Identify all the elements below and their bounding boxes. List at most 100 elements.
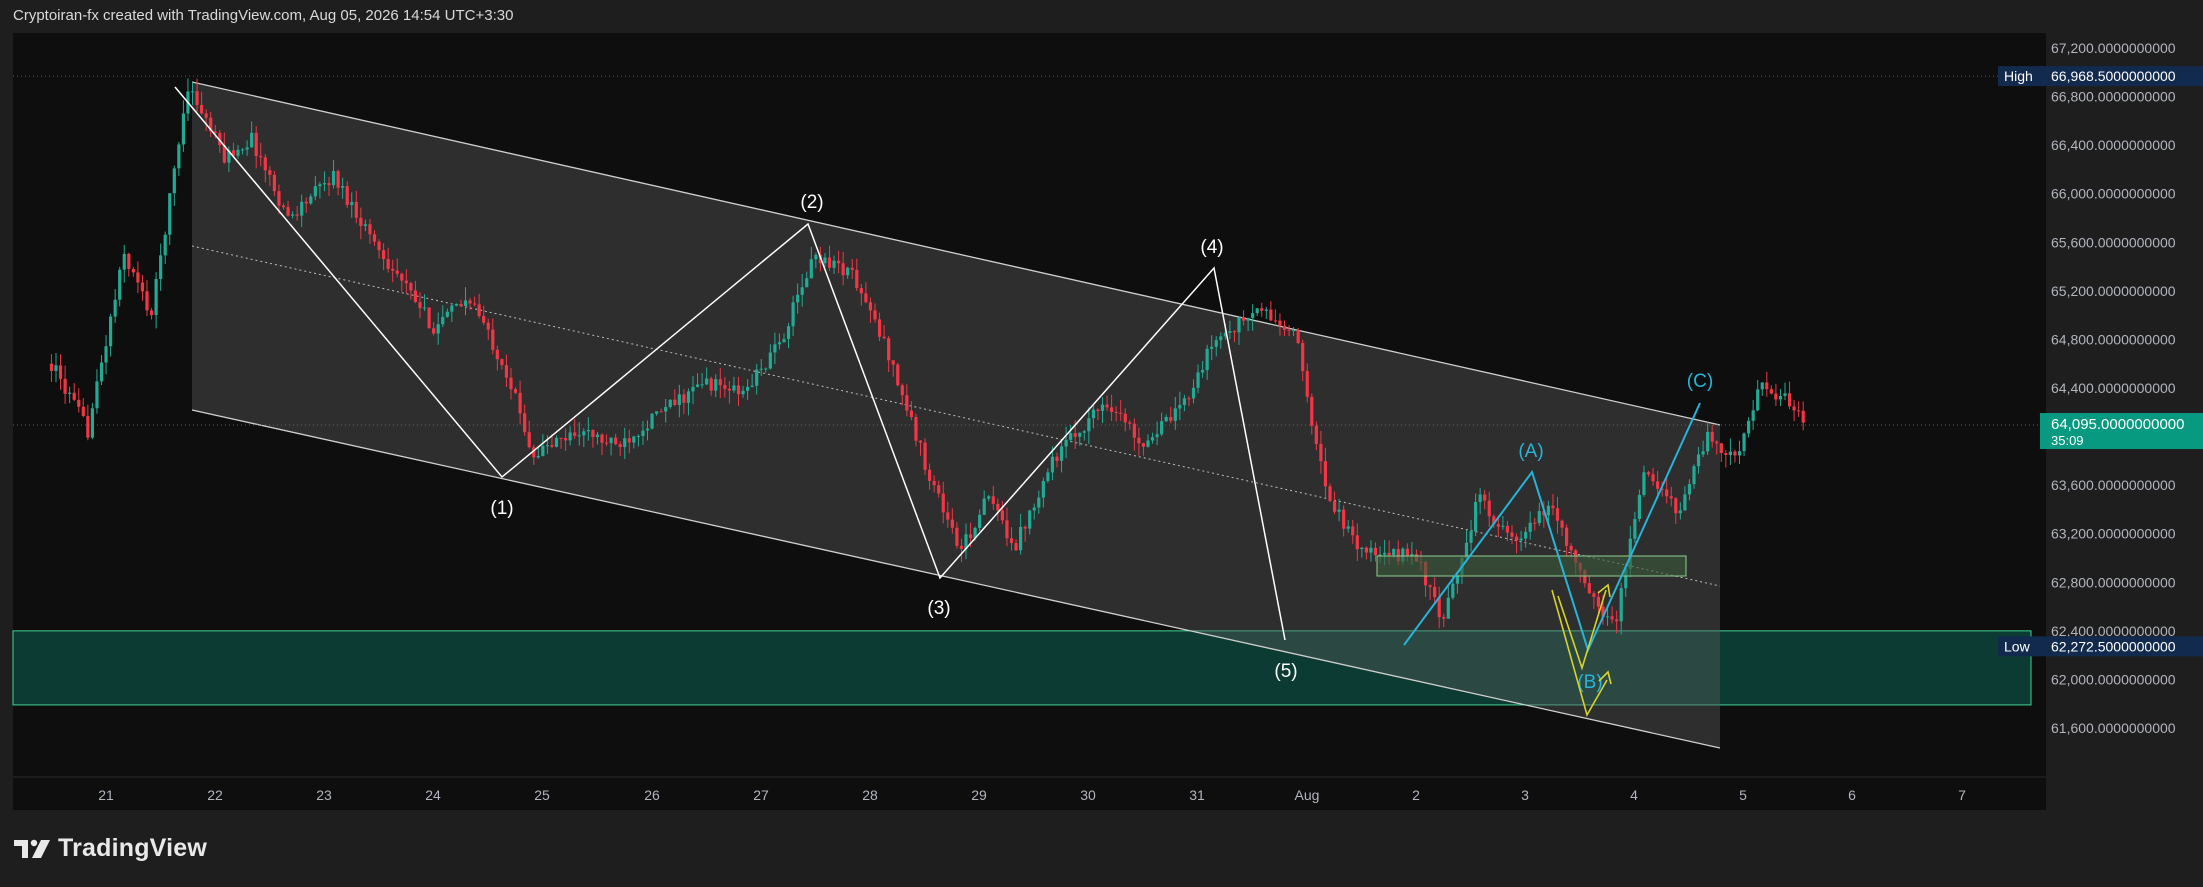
candle-down[interactable] [1269,301,1273,322]
candle-up[interactable] [1164,414,1168,422]
candle-up[interactable] [791,295,795,337]
high-price-badge[interactable]: High 66,968.5000000000 [1998,66,2203,87]
candle-down[interactable] [1123,408,1127,432]
candle-down[interactable] [932,475,936,493]
candle-down[interactable] [887,336,891,372]
candle-down[interactable] [618,441,622,457]
candle-up[interactable] [846,266,850,279]
candle-down[interactable] [1005,507,1009,547]
candle-down[interactable] [709,376,713,396]
candle-down[interactable] [1797,401,1801,418]
candle-up[interactable] [1182,394,1186,412]
candle-down[interactable] [277,184,281,215]
candle-down[interactable] [1510,525,1514,545]
candle-down[interactable] [914,413,918,447]
candle-down[interactable] [1305,363,1309,403]
candle-up[interactable] [554,435,559,448]
candle-up[interactable] [786,322,791,349]
candle-down[interactable] [1565,524,1569,557]
candle-down[interactable] [937,480,941,498]
candle-up[interactable] [109,313,113,357]
candle-down[interactable] [900,383,904,406]
wave-1-label[interactable]: (1) [490,498,513,519]
candle-down[interactable] [354,190,358,224]
candle-down[interactable] [1560,519,1564,536]
candle-up[interactable] [95,369,99,414]
candle-down[interactable] [1774,383,1778,406]
candle-up[interactable] [1251,304,1255,331]
candle-up[interactable] [582,428,586,448]
candle-up[interactable] [1078,432,1082,446]
candle-down[interactable] [49,354,54,382]
candle-down[interactable] [272,171,276,196]
candle-up[interactable] [705,367,709,386]
candle-down[interactable] [263,154,267,183]
wave-c-label[interactable]: (C) [1687,371,1713,392]
candle-up[interactable] [245,140,249,156]
candle-up[interactable] [1264,306,1268,319]
candle-down[interactable] [1278,313,1282,336]
candle-up[interactable] [1146,434,1150,448]
candle-down[interactable] [1542,501,1546,528]
candle-up[interactable] [686,388,691,416]
candle-down[interactable] [427,307,431,329]
candle-down[interactable] [559,437,563,449]
candle-up[interactable] [1696,447,1701,474]
candle-down[interactable] [140,275,145,301]
candle-down[interactable] [1342,505,1346,537]
candle-down[interactable] [286,200,290,217]
candle-up[interactable] [691,376,695,405]
candle-down[interactable] [996,498,1000,522]
candle-down[interactable] [1187,396,1191,407]
candle-up[interactable] [313,176,317,201]
candle-up[interactable] [322,171,327,192]
candle-down[interactable] [395,258,399,278]
candle-up[interactable] [99,354,104,385]
wave-b-label[interactable]: (B) [1577,672,1602,693]
candle-up[interactable] [1246,317,1250,332]
candle-down[interactable] [413,280,418,304]
candle-up[interactable] [122,244,126,283]
candle-down[interactable] [673,389,677,407]
candle-down[interactable] [1769,385,1773,395]
candle-down[interactable] [736,376,741,407]
candle-down[interactable] [1260,302,1264,317]
candle-up[interactable] [1210,335,1214,361]
candle-down[interactable] [86,404,90,441]
candle-down[interactable] [495,345,499,371]
candle-down[interactable] [659,408,663,413]
candle-up[interactable] [577,422,581,446]
candle-down[interactable] [513,387,518,395]
candle-down[interactable] [905,384,909,417]
candle-down[interactable] [1023,525,1027,542]
candle-up[interactable] [805,271,809,288]
candle-up[interactable] [814,252,818,269]
candle-down[interactable] [909,401,913,421]
candle-down[interactable] [1119,399,1123,421]
candle-up[interactable] [759,359,763,376]
candle-down[interactable] [1105,395,1109,411]
candle-down[interactable] [222,132,226,164]
candle-down[interactable] [372,230,377,246]
candle-up[interactable] [1728,438,1732,466]
candle-down[interactable] [1287,325,1291,337]
candle-down[interactable] [527,420,531,449]
candle-down[interactable] [1096,408,1100,421]
candle-up[interactable] [964,523,968,559]
candle-down[interactable] [1282,320,1287,336]
candle-up[interactable] [300,194,304,227]
candle-up[interactable] [90,402,94,440]
candle-up[interactable] [463,287,468,316]
candle-down[interactable] [859,283,863,306]
candle-down[interactable] [1296,327,1300,345]
candle-down[interactable] [486,318,490,340]
candle-down[interactable] [946,501,950,528]
candle-down[interactable] [504,354,509,388]
candle-up[interactable] [1747,417,1751,438]
candle-up[interactable] [746,379,750,400]
candle-up[interactable] [168,193,172,245]
candle-down[interactable] [1587,576,1591,594]
candle-up[interactable] [732,376,736,393]
candle-down[interactable] [600,433,604,456]
candle-up[interactable] [714,374,718,398]
